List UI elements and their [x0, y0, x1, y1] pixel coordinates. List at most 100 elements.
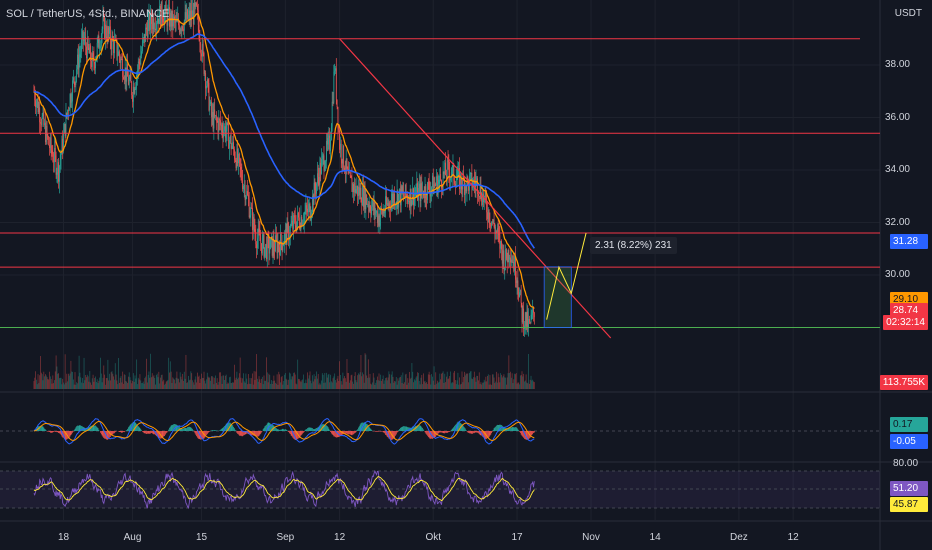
volume-bar [429, 374, 431, 389]
candle-body [147, 20, 149, 38]
volume-bar [40, 372, 42, 389]
volume-bar [71, 371, 73, 389]
volume-bar [286, 379, 288, 389]
volume-bar [529, 379, 531, 389]
volume-bar [203, 371, 205, 389]
candle-body [44, 122, 46, 126]
candle-body [480, 184, 482, 199]
volume-bar [293, 372, 295, 389]
volume-bar [298, 378, 299, 389]
volume-bar [140, 380, 142, 389]
volume-bar [170, 371, 172, 389]
candle-body [516, 280, 518, 284]
candle-body [217, 120, 219, 132]
volume-bar [502, 376, 504, 389]
candle-body [45, 125, 47, 143]
volume-bar [161, 374, 163, 389]
candle-body [298, 217, 300, 227]
volume-bar [418, 372, 419, 389]
candle-body [49, 144, 50, 149]
volume-bar [127, 383, 128, 389]
candle-body [200, 44, 202, 54]
candle-body [331, 101, 333, 127]
candle-body [77, 54, 79, 70]
moving-averages [33, 12, 535, 309]
volume-bar [178, 378, 179, 389]
volume-bar [456, 380, 458, 389]
volume-bar [92, 374, 94, 389]
candle-body [450, 177, 451, 181]
volume-bar [201, 373, 202, 389]
volume-bar [352, 381, 354, 389]
candle-body [397, 191, 399, 208]
candle-body [355, 189, 357, 193]
candle-body [122, 59, 124, 77]
candle-body [491, 221, 492, 227]
rsi-line [33, 469, 535, 510]
volume-bar [485, 376, 487, 389]
volume-bar [157, 377, 159, 389]
candle-body [113, 40, 115, 54]
candle-body [405, 184, 407, 196]
candle-body [96, 42, 98, 56]
volume-bar [63, 384, 65, 389]
candle-body [264, 247, 266, 257]
candle-body [484, 191, 486, 197]
candle-body [191, 10, 193, 19]
trend-line [339, 38, 612, 339]
volume-bar [275, 382, 276, 389]
symbol-title[interactable]: SOL / TetherUS, 4Std., BINANCE [6, 8, 170, 20]
candle-body [318, 177, 320, 185]
candle-body [291, 220, 293, 225]
volume-bar [149, 377, 151, 389]
candle-body [175, 18, 177, 23]
candle-body [368, 205, 370, 208]
volume-bar [91, 378, 93, 389]
volume-bar [363, 374, 364, 389]
volume-bar [163, 379, 165, 389]
candle-body [301, 216, 303, 226]
volume-bar [368, 377, 370, 389]
volume-bar [208, 377, 210, 389]
volume-bar [234, 379, 236, 389]
candle-body [464, 186, 466, 195]
volume-bar [381, 378, 383, 389]
candle-body [473, 179, 474, 186]
candle-body [478, 196, 480, 198]
candle-body [508, 250, 510, 260]
signal-line [33, 421, 535, 442]
volume-bar [95, 382, 97, 389]
candle-body [108, 27, 110, 34]
volume-bar [216, 378, 218, 389]
candle-body [269, 249, 271, 254]
volume-bar [390, 383, 391, 389]
candle-body [224, 126, 226, 138]
volume-bar [290, 379, 292, 389]
candle-body [58, 162, 59, 182]
volume-bar [178, 382, 180, 389]
candle-body [150, 13, 151, 30]
candle-body [510, 257, 511, 263]
candle-body [187, 9, 188, 19]
volume-bar [200, 378, 202, 389]
volume-bar [381, 380, 382, 389]
volume-bar [128, 376, 129, 389]
volume-bar [533, 382, 535, 389]
candle-body [174, 16, 175, 19]
volume-bar [134, 375, 136, 389]
volume-bar [364, 353, 366, 389]
candle-body [238, 153, 239, 164]
candle-body [360, 187, 362, 203]
volume-bar [361, 376, 363, 389]
candle-body [445, 162, 446, 175]
candle-body [457, 168, 459, 178]
volume-bar [261, 376, 263, 389]
volume-bar [303, 383, 305, 389]
volume-bar [169, 372, 170, 389]
volume-bar [289, 373, 291, 389]
candle-body [144, 34, 146, 42]
candle-body [134, 88, 136, 94]
candle-body [448, 161, 450, 172]
candle-body [505, 249, 506, 268]
